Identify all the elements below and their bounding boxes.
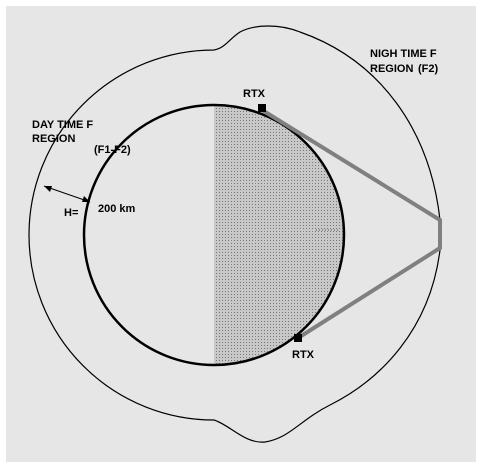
arrow-head <box>44 186 52 192</box>
label: NIGH TIME F <box>370 48 437 60</box>
rtx-marker <box>294 334 302 342</box>
label: 200 km <box>98 203 136 215</box>
label: REGION <box>370 63 413 75</box>
label: RTX <box>292 349 315 361</box>
ray-path <box>260 108 442 340</box>
arrow-head <box>82 196 90 202</box>
label: H= <box>64 207 78 219</box>
label: DAY TIME F <box>32 119 93 131</box>
label: (F1-F2) <box>94 144 131 156</box>
label: REGION <box>32 133 75 145</box>
label: RTX <box>243 88 266 100</box>
rtx-marker <box>258 104 266 112</box>
label: (F2) <box>418 63 439 75</box>
height-arrow <box>43 185 91 203</box>
earth <box>82 103 346 367</box>
